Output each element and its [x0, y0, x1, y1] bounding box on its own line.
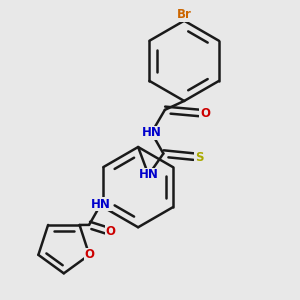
- Text: Br: Br: [177, 8, 192, 21]
- Text: O: O: [106, 225, 116, 238]
- Text: S: S: [195, 151, 203, 164]
- Text: O: O: [200, 107, 210, 120]
- Text: O: O: [84, 248, 94, 261]
- Text: HN: HN: [142, 126, 161, 139]
- Text: HN: HN: [139, 169, 158, 182]
- Text: HN: HN: [91, 198, 111, 211]
